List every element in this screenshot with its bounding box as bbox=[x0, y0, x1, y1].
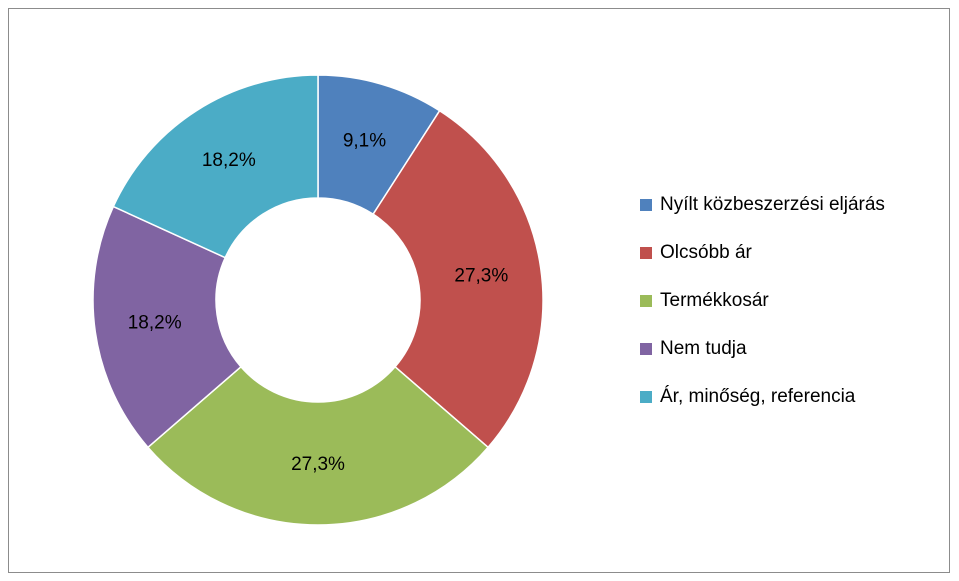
data-label: 27,3% bbox=[454, 266, 508, 287]
data-label: 18,2% bbox=[128, 312, 182, 333]
legend-swatch bbox=[640, 199, 652, 211]
data-label: 18,2% bbox=[202, 150, 256, 171]
donut-slice bbox=[112, 74, 319, 259]
legend-label: Termékkosár bbox=[660, 290, 769, 311]
donut-slice bbox=[146, 365, 490, 526]
donut-slice bbox=[92, 205, 242, 449]
legend-swatch bbox=[640, 295, 652, 307]
donut-slice bbox=[372, 109, 544, 449]
data-label: 9,1% bbox=[343, 131, 386, 152]
legend-label: Olcsóbb ár bbox=[660, 242, 753, 263]
legend-swatch bbox=[640, 343, 652, 355]
data-label: 27,3% bbox=[291, 454, 345, 475]
legend-label: Nem tudja bbox=[660, 338, 747, 359]
legend-swatch bbox=[640, 391, 652, 403]
legend-swatch bbox=[640, 247, 652, 259]
legend-label: Nyílt közbeszerzési eljárás bbox=[660, 194, 885, 215]
legend-label: Ár, minőség, referencia bbox=[660, 386, 856, 407]
